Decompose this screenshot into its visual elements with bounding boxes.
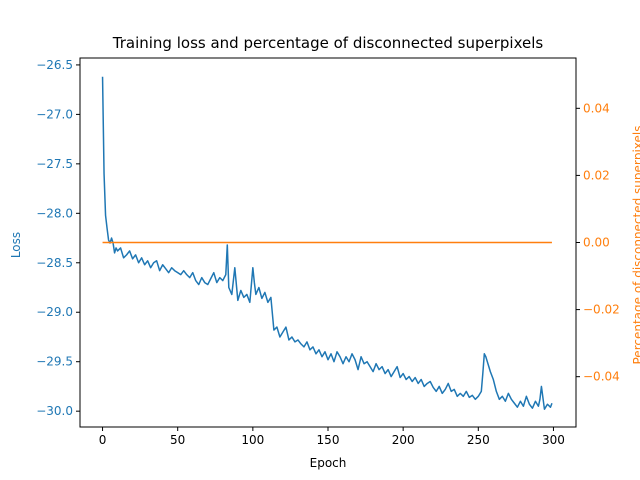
y-left-tick-label: −27.0: [36, 107, 73, 121]
x-axis-ticks: 0 50 100 150 200 250 300: [99, 427, 565, 447]
y-right-tick-label: 0.00: [583, 236, 610, 250]
x-tick-label: 50: [170, 433, 185, 447]
y-axis-left-ticks: −30.0 −29.5 −29.0 −28.5 −28.0 −27.5 −27.0 −26.5: [36, 58, 80, 418]
loss-series-line: [101, 76, 553, 410]
y-axis-right-label: Percentage of disconnected superpixels: [631, 126, 640, 365]
y-right-tick-label: −0.04: [583, 370, 620, 384]
series-layer: [101, 76, 553, 410]
y-right-tick-label: 0.02: [583, 168, 610, 182]
x-tick-label: 300: [542, 433, 565, 447]
x-tick-label: 150: [317, 433, 340, 447]
y-right-tick-label: 0.04: [583, 101, 610, 115]
y-left-tick-label: −30.0: [36, 404, 73, 418]
y-left-tick-label: −27.5: [36, 157, 73, 171]
y-right-tick-label: −0.02: [583, 303, 620, 317]
x-axis-label: Epoch: [310, 456, 347, 470]
y-left-tick-label: −28.0: [36, 206, 73, 220]
y-left-tick-label: −29.0: [36, 305, 73, 319]
y-left-tick-label: −29.5: [36, 355, 73, 369]
x-tick-label: 0: [99, 433, 107, 447]
y-axis-right-ticks: −0.04 −0.02 0.00 0.02 0.04: [576, 101, 620, 384]
y-left-tick-label: −28.5: [36, 256, 73, 270]
y-left-tick-label: −26.5: [36, 58, 73, 72]
x-tick-label: 200: [392, 433, 415, 447]
y-axis-left-label: Loss: [9, 232, 23, 258]
x-tick-label: 250: [467, 433, 490, 447]
chart-title: Training loss and percentage of disconne…: [112, 34, 544, 52]
x-tick-label: 100: [241, 433, 264, 447]
